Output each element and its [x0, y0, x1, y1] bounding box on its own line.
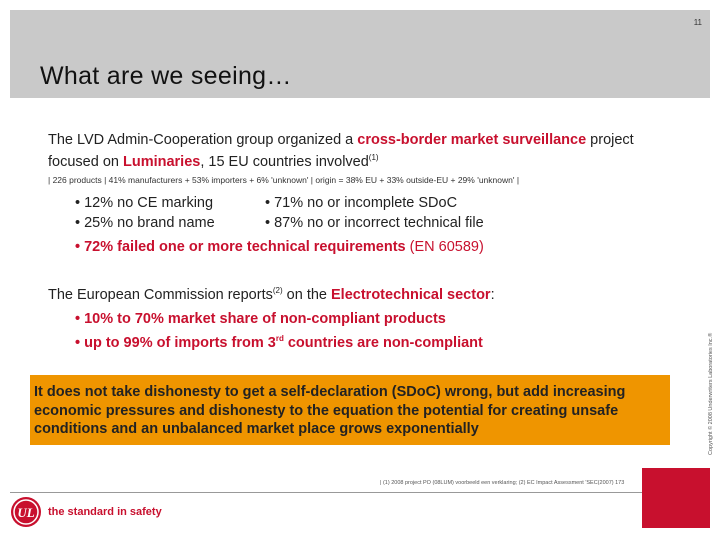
footer-divider: [10, 492, 710, 493]
finding-standard-ref: (EN 60589): [405, 239, 484, 255]
ec-text-a: The European Commission reports: [48, 287, 273, 303]
brand-box: Underwriters Laboratories: [642, 468, 710, 545]
finding-no-technical-file: • 87% no or incorrect technical file: [265, 215, 484, 231]
findings-row-2: • 25% no brand name • 87% no or incorrec…: [75, 213, 484, 233]
intro-paragraph: The LVD Admin-Cooperation group organize…: [48, 131, 658, 171]
intro-text-a: The LVD Admin-Cooperation group organize…: [48, 132, 358, 148]
findings-list: • 12% no CE marking • 71% no or incomple…: [75, 193, 484, 257]
slide-title: What are we seeing…: [40, 62, 292, 90]
page-number: 11: [693, 18, 702, 27]
intro-text-b: project focused on: [48, 132, 634, 170]
ec-footnote-ref: (2): [272, 286, 283, 295]
ec-bullet-imports-sup: rd: [275, 334, 284, 343]
ec-bullet-imports: • up to 99% of imports from 3rd countrie…: [75, 329, 483, 353]
brand-line-2: Laboratories: [658, 536, 703, 545]
ec-text-c: :: [490, 287, 495, 303]
findings-row-3: • 72% failed one or more technical requi…: [75, 237, 484, 257]
intro-highlight-surveillance: cross-border market surveillance: [357, 132, 587, 148]
footer-tagline: the standard in safety: [48, 506, 162, 518]
ul-logo-icon: UL: [11, 497, 41, 527]
ec-bullet-imports-a: • up to 99% of imports from 3: [75, 335, 276, 351]
ec-bullet-imports-b: countries are non-compliant: [283, 335, 483, 351]
intro-footnote-ref: (1): [368, 153, 379, 162]
footnote: | (1) 2008 project PO (08LUM) voorbeeld …: [380, 480, 625, 486]
intro-highlight-luminaries: Luminaries: [122, 154, 201, 170]
finding-no-brand-name: • 25% no brand name: [75, 215, 215, 231]
finding-no-sdoc: • 71% no or incomplete SDoC: [265, 195, 458, 211]
stats-line: | 226 products | 41% manufacturers + 53%…: [48, 175, 520, 185]
ec-bullet-market-share: • 10% to 70% market share of non-complia…: [75, 311, 446, 327]
intro-text-c: , 15 EU countries involved: [200, 154, 369, 170]
callout-box: [30, 375, 670, 445]
header-band: 11: [10, 10, 710, 98]
callout-text: It does not take dishonesty to get a sel…: [34, 384, 626, 437]
ec-bullet-list: • 10% to 70% market share of non-complia…: [75, 309, 483, 353]
ul-logo-text: UL: [17, 505, 34, 520]
ec-highlight-sector: Electrotechnical sector: [331, 287, 491, 303]
ec-report-line: The European Commission reports(2) on th…: [48, 286, 495, 303]
findings-row-1: • 12% no CE marking • 71% no or incomple…: [75, 193, 484, 213]
ec-text-b: on the: [282, 287, 332, 303]
finding-no-ce-marking: • 12% no CE marking: [75, 195, 214, 211]
finding-failed-requirements: • 72% failed one or more technical requi…: [75, 239, 406, 255]
copyright-notice: Copyright © 2008 Underwriters Laboratori…: [708, 332, 714, 455]
